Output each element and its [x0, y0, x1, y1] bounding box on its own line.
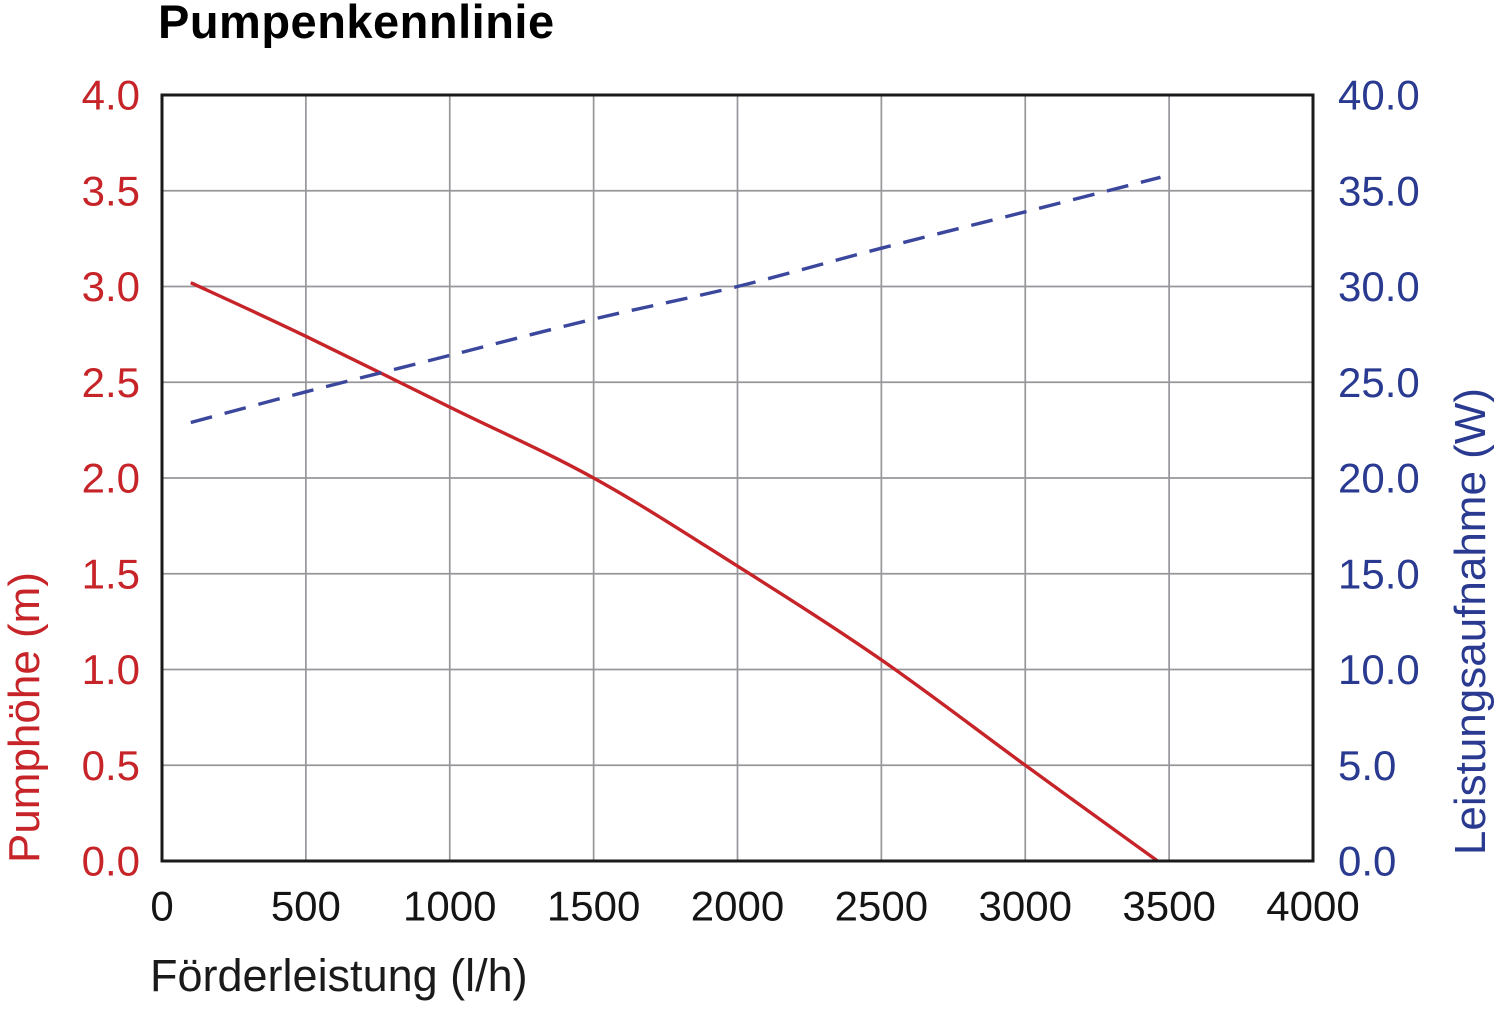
y-left-tick-label: 0.5 — [82, 742, 140, 789]
x-tick-label: 3500 — [1122, 883, 1215, 930]
y-right-tick-label: 40.0 — [1338, 72, 1420, 119]
x-tick-label: 1500 — [547, 883, 640, 930]
y-right-tick-label: 5.0 — [1338, 742, 1396, 789]
left-y-axis-title: Pumphöhe (m) — [0, 572, 49, 864]
y-right-tick-label: 20.0 — [1338, 455, 1420, 502]
y-left-tick-label: 3.5 — [82, 167, 140, 214]
x-tick-label: 2500 — [835, 883, 928, 930]
x-tick-label: 500 — [271, 883, 341, 930]
y-left-tick-label: 4.0 — [82, 72, 140, 119]
right-y-axis-title: Leistungsaufnahme (W) — [1446, 388, 1495, 856]
x-tick-label: 3000 — [979, 883, 1072, 930]
chart-title: Pumpenkennlinie — [158, 0, 555, 48]
y-left-tick-label: 0.0 — [82, 838, 140, 885]
x-tick-label: 2000 — [691, 883, 784, 930]
y-left-tick-label: 2.5 — [82, 359, 140, 406]
pump-head-curve — [190, 281, 1159, 863]
y-left-tick-label: 2.0 — [82, 455, 140, 502]
y-right-tick-label: 10.0 — [1338, 646, 1420, 693]
x-axis-title: Förderleistung (l/h) — [150, 950, 528, 1001]
y-left-tick-label: 3.0 — [82, 263, 140, 310]
power-consumption-curve — [190, 175, 1161, 425]
plot-border — [160, 93, 1315, 863]
x-tick-label: 0 — [150, 883, 173, 930]
y-right-tick-label: 0.0 — [1338, 838, 1396, 885]
y-right-tick-label: 15.0 — [1338, 550, 1420, 597]
y-right-tick-label: 30.0 — [1338, 263, 1420, 310]
x-tick-label: 4000 — [1266, 883, 1359, 930]
x-tick-label: 1000 — [403, 883, 496, 930]
y-left-tick-label: 1.0 — [82, 646, 140, 693]
y-left-tick-label: 1.5 — [82, 550, 140, 597]
y-right-tick-label: 25.0 — [1338, 359, 1420, 406]
y-right-tick-label: 35.0 — [1338, 167, 1420, 214]
